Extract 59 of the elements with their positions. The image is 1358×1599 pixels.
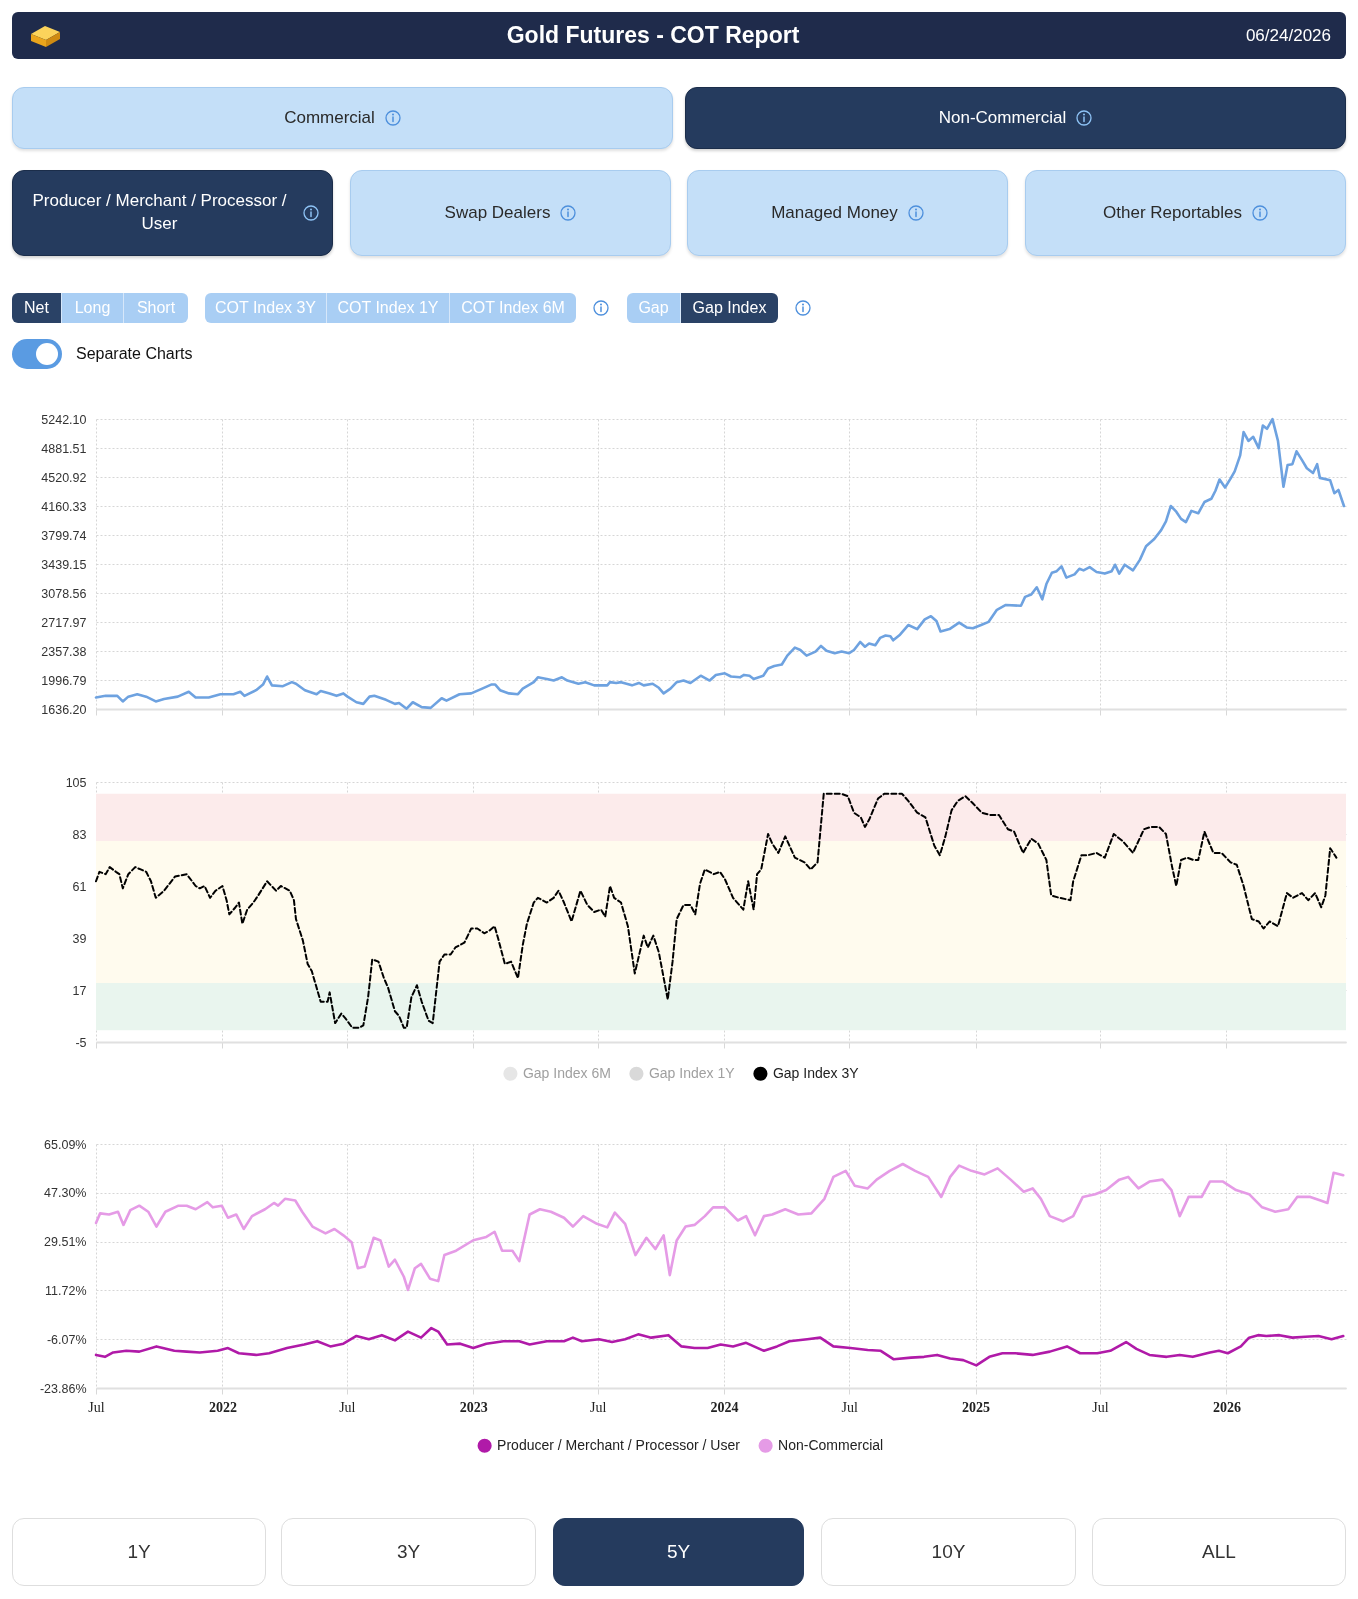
y-tick-label: 61 xyxy=(72,879,87,894)
y-tick-label: 4160.33 xyxy=(41,499,87,514)
category-button[interactable]: Non-Commercial xyxy=(685,87,1346,149)
line-series xyxy=(94,1162,1345,1292)
category-button[interactable]: Other Reportables xyxy=(1025,170,1346,256)
y-tick-label: 83 xyxy=(72,827,87,842)
y-tick-label: 1996.79 xyxy=(41,673,87,688)
y-tick-label: 3078.56 xyxy=(41,586,87,601)
legend-label: Producer / Merchant / Processor / User xyxy=(497,1436,741,1453)
text: Gold Futures - COT Report xyxy=(506,22,800,49)
period-button[interactable]: 1Y xyxy=(12,1518,266,1586)
period-button[interactable]: 3Y xyxy=(281,1518,536,1586)
x-tick-label: 2026 xyxy=(1212,1399,1241,1415)
y-tick-label: 3799.74 xyxy=(41,528,87,543)
x-tick-label: 2024 xyxy=(710,1399,739,1415)
y-tick-label: 39 xyxy=(72,931,87,946)
y-tick-label: 29.51% xyxy=(44,1235,87,1250)
line-series xyxy=(94,417,1346,710)
period-button[interactable]: 5Y xyxy=(553,1518,804,1586)
y-tick-label: 5242.10 xyxy=(41,412,87,427)
x-tick-label: Jul xyxy=(339,1399,356,1415)
y-tick-label: 47.30% xyxy=(44,1186,87,1201)
y-tick-label: 2717.97 xyxy=(41,615,87,630)
category-button[interactable]: Swap Dealers xyxy=(350,170,671,256)
legend-label: Gap Index 6M xyxy=(522,1064,611,1081)
category-button[interactable]: Commercial xyxy=(12,87,673,149)
category-button[interactable]: Managed Money xyxy=(687,170,1008,256)
period-button[interactable]: ALL xyxy=(1092,1518,1346,1586)
y-tick-label: -5 xyxy=(75,1035,87,1050)
line-series xyxy=(94,1326,1345,1367)
category-button[interactable]: Producer / Merchant / Processor / User xyxy=(12,170,333,256)
text: 06/24/2026 xyxy=(1245,25,1331,46)
x-tick-label: Jul xyxy=(88,1399,105,1415)
text: Separate Charts xyxy=(76,345,193,363)
x-tick-label: 2022 xyxy=(208,1399,237,1415)
period-button[interactable]: 10Y xyxy=(821,1518,1076,1586)
y-tick-label: 4881.51 xyxy=(41,441,87,456)
y-tick-label: 11.72% xyxy=(45,1283,87,1298)
x-tick-label: 2023 xyxy=(459,1399,488,1415)
x-tick-label: Jul xyxy=(841,1399,858,1415)
legend-label: Gap Index 1Y xyxy=(648,1064,736,1081)
legend-label: Non-Commercial xyxy=(778,1436,884,1453)
y-tick-label: 17 xyxy=(72,983,87,998)
x-tick-label: 2025 xyxy=(962,1399,991,1415)
filter-button[interactable]: Gap Index xyxy=(681,293,778,323)
y-tick-label: 4520.92 xyxy=(41,470,87,485)
toggle-switch[interactable] xyxy=(12,339,62,369)
y-tick-label: 1636.20 xyxy=(41,702,87,717)
y-tick-label: 105 xyxy=(65,775,87,790)
y-tick-label: -6.07% xyxy=(46,1332,87,1347)
legend-label: Gap Index 3Y xyxy=(772,1064,860,1081)
y-tick-label: 2357.38 xyxy=(41,644,87,659)
y-tick-label: -23.86% xyxy=(39,1381,87,1396)
x-tick-label: Jul xyxy=(589,1399,607,1415)
x-tick-label: Jul xyxy=(1092,1399,1109,1415)
y-tick-label: 3439.15 xyxy=(41,557,87,572)
line-series xyxy=(95,792,1338,1029)
y-tick-label: 65.09% xyxy=(44,1137,87,1152)
filter-button[interactable]: Net xyxy=(12,293,62,323)
